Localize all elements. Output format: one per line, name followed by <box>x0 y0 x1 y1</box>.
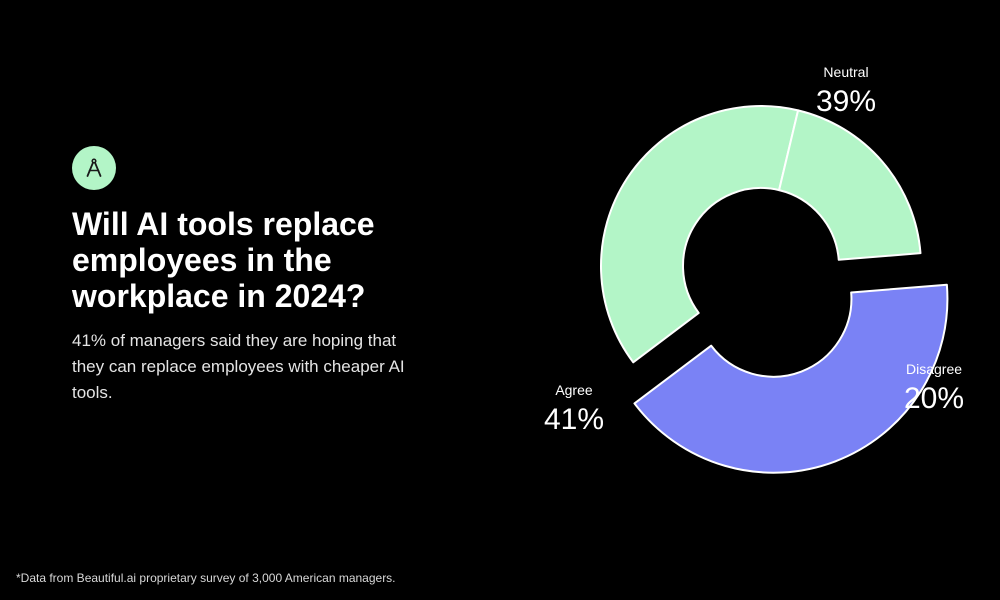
logo-badge <box>72 146 116 190</box>
compass-icon <box>86 158 102 177</box>
slice-agree <box>633 283 949 474</box>
slice-label-neutral: Neutral <box>823 64 868 80</box>
slice-value-disagree: 20% <box>904 382 964 415</box>
slice-value-neutral: 39% <box>816 85 876 118</box>
footnote: *Data from Beautiful.ai proprietary surv… <box>16 571 396 585</box>
slice-label-agree: Agree <box>555 382 593 398</box>
slice-value-agree: 41% <box>544 403 604 436</box>
slice-label-disagree: Disagree <box>906 361 962 377</box>
slice-neutral <box>600 105 800 364</box>
slice-disagree <box>778 109 922 261</box>
page-title: Will AI tools replace employees in the w… <box>72 206 375 314</box>
subtitle: 41% of managers said they are hoping tha… <box>72 331 405 402</box>
